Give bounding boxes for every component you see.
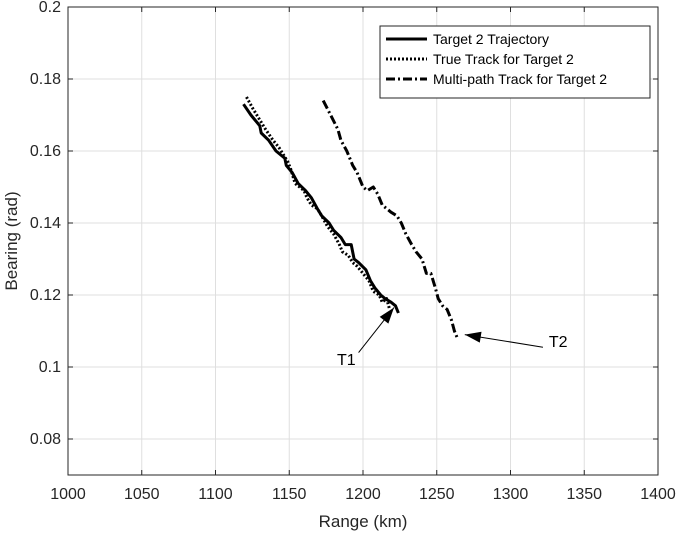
x-tick-label: 1100 xyxy=(198,486,233,503)
series-line-1 xyxy=(242,103,400,314)
x-tick-label: 1400 xyxy=(640,486,676,503)
x-axis-label: Range (km) xyxy=(319,512,408,531)
x-tick-label: 1150 xyxy=(272,486,307,503)
annotation-arrowhead-1 xyxy=(379,307,394,324)
x-tick-label: 1350 xyxy=(566,486,602,503)
y-tick-label: 0.14 xyxy=(30,215,61,232)
y-tick-label: 0.18 xyxy=(30,71,61,88)
series-layer xyxy=(242,96,459,339)
annotation-label-2: T2 xyxy=(549,334,568,351)
x-tick-label: 1050 xyxy=(124,486,160,503)
x-tick-label: 1300 xyxy=(493,486,529,503)
legend: Target 2 Trajectory True Track for Target… xyxy=(379,25,651,99)
annotation-arrowhead-2 xyxy=(464,331,482,343)
legend-label-3: Multi-path Track for Target 2 xyxy=(433,71,607,87)
x-tick-label: 1250 xyxy=(419,486,455,503)
y-tick-label: 0.2 xyxy=(39,0,61,16)
series-line-2 xyxy=(245,96,392,310)
y-tick-label: 0.1 xyxy=(39,359,61,376)
annotations: T1 T2 xyxy=(337,307,568,369)
series-line-3 xyxy=(321,99,459,339)
tick-marks xyxy=(67,6,659,475)
y-tick-label: 0.12 xyxy=(30,287,61,304)
x-tick-label: 1000 xyxy=(50,486,86,503)
x-tick-label: 1200 xyxy=(345,486,381,503)
legend-label-1: Target 2 Trajectory xyxy=(433,31,549,47)
legend-label-2: True Track for Target 2 xyxy=(433,51,574,67)
annotation-label-1: T1 xyxy=(337,352,356,369)
tick-labels: 1000 1050 1100 1150 1200 1250 1300 1350 1400 0.08… xyxy=(30,0,676,503)
y-tick-label: 0.08 xyxy=(30,431,61,448)
y-axis-label: Bearing (rad) xyxy=(2,191,21,290)
y-tick-label: 0.16 xyxy=(30,143,61,160)
